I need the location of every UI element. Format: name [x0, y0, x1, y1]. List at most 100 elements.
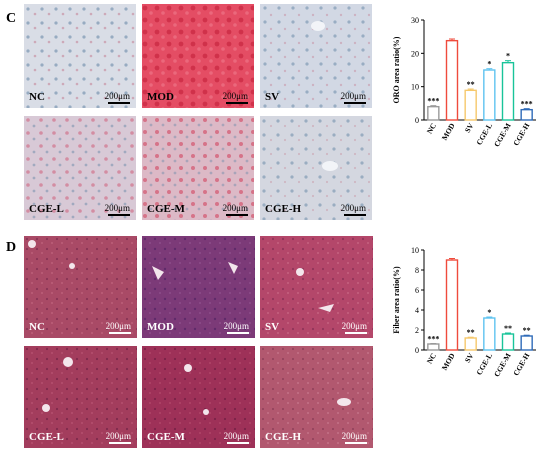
fiber-x-tick-label: MOD — [440, 351, 457, 372]
oro-x-tick-label: CGE-H — [511, 121, 531, 147]
masson-tile-label-nc: NC — [29, 321, 45, 333]
oro-scale-text-nc: 200μm — [104, 91, 130, 101]
oro-bar-sv — [464, 89, 477, 121]
fiber-bar-nc — [427, 343, 440, 351]
oro-bar-cge-l — [483, 69, 496, 121]
fiber-y-tick-label: 2 — [415, 326, 419, 335]
masson-tile-cge-h-image — [260, 346, 373, 448]
oro-area-ratio-chart: 0 10 20 30 ORO area ratio(%) *** NC MOD ** SV * CGE… — [392, 16, 536, 149]
masson-tile-cge-l: CGE-L 200μm — [24, 346, 137, 448]
oro-tile-label-cge-h: CGE-H — [265, 203, 302, 215]
masson-tile-nc: NC 200μm — [24, 236, 137, 338]
oro-y-axis-label: ORO area ratio(%) — [392, 36, 401, 103]
masson-tile-cge-m-image — [142, 346, 255, 448]
oro-tile-nc-image — [24, 4, 136, 108]
oro-x-tick-label: NC — [425, 122, 438, 136]
oro-scale-text-mod: 200μm — [222, 91, 248, 101]
fiber-significance-mark: ** — [467, 328, 475, 337]
masson-tile-label-cge-l: CGE-L — [29, 431, 64, 443]
oro-tile-mod: MOD 200μm — [142, 4, 254, 108]
oro-tile-nc: NC 200μm — [24, 4, 136, 108]
panel-letter-d: D — [6, 240, 17, 255]
fiber-y-tick-label: 4 — [415, 306, 419, 315]
oro-x-tick-label: CGE-L — [474, 122, 494, 147]
fiber-y-tick-label: 10 — [411, 246, 419, 255]
oro-x-tick-label: MOD — [440, 121, 457, 142]
oro-tile-cge-m-image — [142, 116, 254, 220]
oro-scale-bar-cge-m — [226, 214, 248, 216]
masson-tile-label-mod: MOD — [147, 321, 174, 333]
oro-x-tick-label: CGE-M — [492, 122, 513, 149]
masson-scale-bar-mod — [227, 332, 249, 334]
oro-y-tick-label: 20 — [411, 49, 419, 58]
oro-y-tick-label: 30 — [411, 16, 419, 25]
oro-bar-nc — [427, 105, 440, 121]
oro-bar-mod — [445, 39, 459, 121]
oro-tile-sv-image — [260, 4, 372, 108]
oro-scale-text-sv: 200μm — [340, 91, 366, 101]
fiber-y-axis-label: Fiber area ratio(%) — [392, 266, 401, 334]
oro-tile-label-nc: NC — [29, 91, 45, 103]
fiber-bar-sv — [464, 337, 477, 351]
fiber-significance-mark: *** — [427, 335, 439, 344]
oro-scale-text-cge-m: 200μm — [222, 203, 248, 213]
oro-bar-cge-h — [520, 108, 533, 121]
masson-tile-label-cge-h: CGE-H — [265, 431, 302, 443]
masson-tile-sv-image — [260, 236, 373, 338]
masson-scale-bar-sv — [345, 332, 367, 334]
oro-scale-bar-cge-h — [344, 214, 366, 216]
fiber-bar-cge-l — [483, 317, 496, 351]
masson-scale-text-sv: 200μm — [341, 321, 367, 331]
fiber-x-tick-label: NC — [425, 352, 438, 366]
oro-tile-label-cge-m: CGE-M — [147, 203, 185, 215]
masson-scale-bar-cge-h — [345, 442, 367, 444]
fiber-bar-cge-h — [520, 335, 533, 351]
fiber-significance-mark: * — [487, 308, 491, 317]
oro-scale-text-cge-l: 200μm — [104, 203, 130, 213]
masson-scale-text-cge-l: 200μm — [105, 431, 131, 441]
masson-scale-text-mod: 200μm — [223, 321, 249, 331]
masson-scale-bar-nc — [109, 332, 131, 334]
fiber-bar-mod — [445, 259, 459, 351]
masson-scale-text-cge-m: 200μm — [223, 431, 249, 441]
oro-x-tick-label: SV — [463, 121, 476, 134]
masson-tile-cge-h: CGE-H 200μm — [260, 346, 373, 448]
oro-tile-label-mod: MOD — [147, 91, 174, 103]
oro-tile-cge-l-image — [24, 116, 136, 220]
masson-tile-mod-image — [142, 236, 255, 338]
masson-tile-nc-image — [24, 236, 137, 338]
masson-tile-label-cge-m: CGE-M — [147, 431, 185, 443]
oro-scale-bar-nc — [108, 102, 130, 104]
oro-tile-label-sv: SV — [265, 91, 280, 103]
masson-tile-mod: MOD 200μm — [142, 236, 255, 338]
fiber-y-tick-label: 0 — [415, 346, 419, 355]
masson-tile-grid: NC 200μm MOD 200μm SV 200μm CGE-L 200μm … — [24, 236, 376, 448]
masson-scale-text-cge-h: 200μm — [341, 431, 367, 441]
oro-tile-cge-m: CGE-M 200μm — [142, 116, 254, 220]
fiber-bar-cge-m — [501, 333, 515, 351]
oro-tile-cge-h: CGE-H 200μm — [260, 116, 372, 220]
oro-significance-mark: ** — [467, 80, 475, 89]
masson-tile-sv: SV 200μm — [260, 236, 373, 338]
oro-y-tick-label: 0 — [415, 116, 419, 125]
fiber-area-ratio-chart: 0 2 4 6 8 10 Fiber area ratio(%) *** NC MOD ** SV * C… — [392, 246, 536, 379]
oro-tile-cge-l: CGE-L 200μm — [24, 116, 136, 220]
fiber-x-tick-label: SV — [463, 351, 476, 364]
masson-tile-cge-m: CGE-M 200μm — [142, 346, 255, 448]
oro-scale-bar-sv — [344, 102, 366, 104]
oro-significance-mark: *** — [521, 100, 533, 109]
oro-scale-bar-cge-l — [108, 214, 130, 216]
masson-scale-bar-cge-l — [109, 442, 131, 444]
fiber-x-tick-label: CGE-H — [511, 351, 531, 377]
masson-tile-label-sv: SV — [265, 321, 280, 333]
oro-tile-cge-h-image — [260, 116, 372, 220]
oro-scale-bar-mod — [226, 102, 248, 104]
oro-tile-mod-image — [142, 4, 254, 108]
oro-significance-mark: * — [506, 52, 510, 61]
fiber-y-tick-label: 6 — [415, 286, 419, 295]
masson-tile-cge-l-image — [24, 346, 137, 448]
fiber-x-tick-label: CGE-M — [492, 352, 513, 379]
fiber-significance-mark: ** — [504, 324, 512, 333]
masson-scale-bar-cge-m — [227, 442, 249, 444]
oro-scale-text-cge-h: 200μm — [340, 203, 366, 213]
